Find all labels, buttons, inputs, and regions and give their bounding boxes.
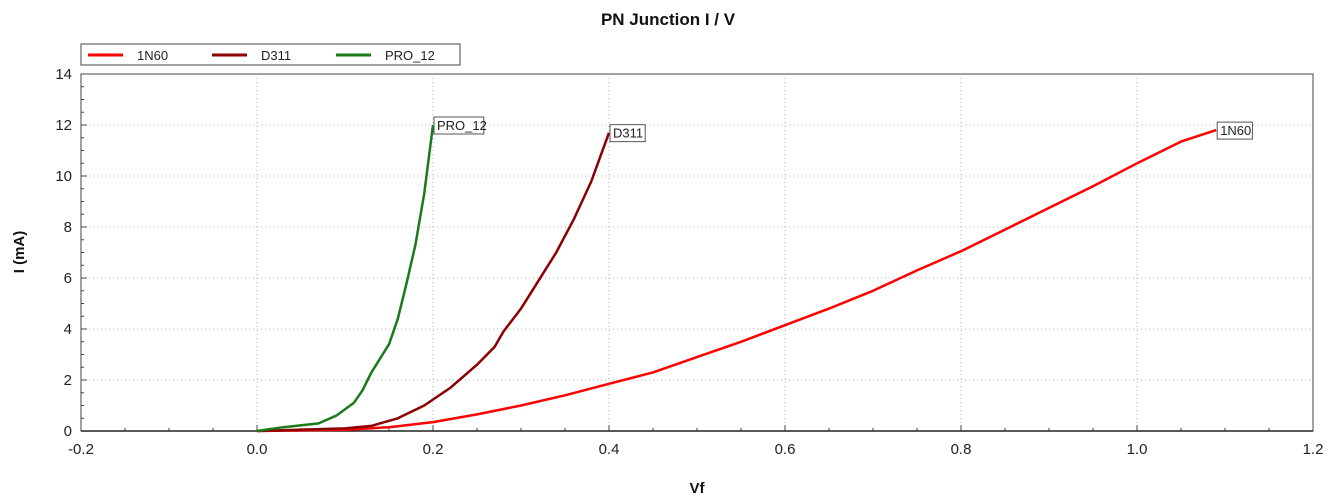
annotation-box bbox=[1216, 121, 1253, 140]
series-line-pro-12 bbox=[256, 124, 435, 433]
legend-item-d311: D311 bbox=[212, 48, 291, 63]
x-tick-label: 0.6 bbox=[775, 441, 796, 458]
legend-label: D311 bbox=[261, 48, 291, 63]
plot-area bbox=[80, 73, 1314, 432]
legend[interactable]: 1N60 D311 PRO_12 bbox=[80, 43, 461, 66]
y-tick-label: 0 bbox=[64, 423, 72, 440]
x-axis-label: Vf bbox=[690, 480, 706, 497]
x-tick-label: 1.2 bbox=[1303, 441, 1324, 458]
legend-item-1n60: 1N60 bbox=[88, 48, 168, 63]
annotation-box bbox=[433, 116, 485, 135]
y-tick-label: 14 bbox=[55, 66, 72, 83]
x-tick-label: 1.0 bbox=[1127, 441, 1148, 458]
annotation-1n60: 1N60 bbox=[1216, 121, 1253, 140]
y-tick-label: 6 bbox=[64, 270, 72, 287]
y-axis-label: I (mA) bbox=[11, 231, 28, 274]
y-tick-label: 10 bbox=[55, 168, 72, 185]
legend-item-pro-12: PRO_12 bbox=[336, 48, 435, 63]
annotation-d311: D311 bbox=[609, 124, 646, 143]
y-tick-label: 2 bbox=[64, 372, 72, 389]
legend-label: 1N60 bbox=[137, 48, 168, 63]
x-tick-label: 0.0 bbox=[247, 441, 268, 458]
grid-lines bbox=[81, 74, 1313, 431]
series-line-1n60 bbox=[256, 128, 1217, 433]
series-annotations: 1N60 D311 PRO_12 bbox=[433, 116, 1253, 143]
series-line-d311 bbox=[256, 132, 611, 433]
y-tick-label: 8 bbox=[64, 219, 72, 236]
x-tick-label: 0.8 bbox=[951, 441, 972, 458]
chart-title: PN Junction I / V bbox=[601, 10, 736, 29]
x-tick-label: 0.2 bbox=[423, 441, 444, 458]
legend-label: PRO_12 bbox=[385, 48, 435, 63]
annotation-label: D311 bbox=[613, 126, 643, 141]
y-tick-label: 4 bbox=[64, 321, 72, 338]
x-tick-label: 0.4 bbox=[599, 441, 620, 458]
x-tick-label: -0.2 bbox=[68, 441, 94, 458]
annotation-pro-12: PRO_12 bbox=[433, 116, 487, 135]
legend-box bbox=[80, 43, 461, 66]
annotation-box bbox=[609, 124, 646, 143]
series-layer bbox=[256, 124, 1217, 433]
y-tick-label: 12 bbox=[55, 117, 72, 134]
annotation-label: PRO_12 bbox=[437, 118, 487, 133]
annotation-label: 1N60 bbox=[1220, 123, 1251, 138]
